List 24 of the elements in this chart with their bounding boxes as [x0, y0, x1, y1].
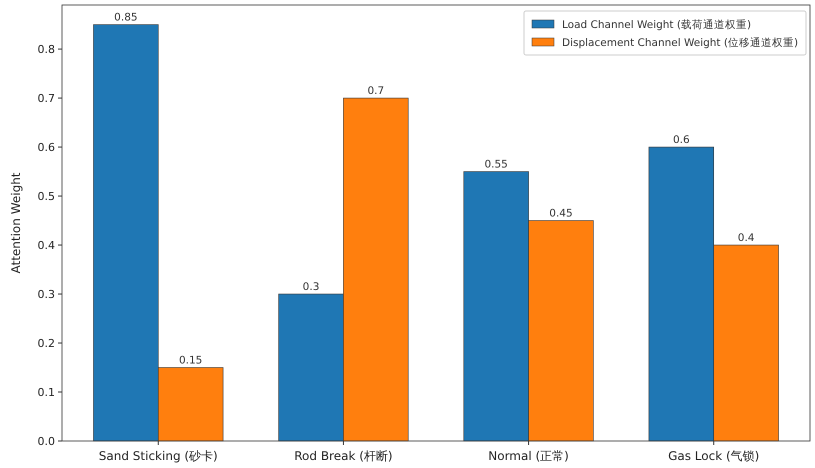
data-label: 0.85	[114, 12, 138, 24]
data-label: 0.15	[178, 354, 202, 367]
data-label: 0.7	[367, 85, 384, 98]
y-axis-title: Attention Weight	[9, 172, 23, 274]
y-tick-label: 0.6	[38, 141, 55, 154]
legend-label: Displacement Channel Weight (位移通道权重)	[562, 36, 798, 49]
x-tick-label: Normal (正常)	[488, 449, 569, 463]
y-tick-label: 0.0	[38, 435, 55, 448]
legend-label: Load Channel Weight (载荷通道权重)	[562, 18, 752, 31]
data-label: 0.55	[484, 158, 508, 171]
data-label: 0.3	[302, 281, 320, 294]
y-tick-label: 0.1	[38, 386, 55, 400]
y-tick-label: 0.4	[38, 239, 55, 252]
data-label: 0.4	[738, 232, 755, 244]
x-tick-label: Gas Lock (气锁)	[668, 449, 760, 463]
y-tick-label: 0.8	[38, 43, 55, 56]
y-tick-label: 0.3	[38, 288, 55, 302]
x-tick-label: Sand Sticking (砂卡)	[98, 449, 218, 463]
y-tick-label: 0.5	[38, 190, 55, 204]
y-tick-label: 0.7	[38, 92, 55, 106]
data-label: 0.45	[549, 208, 573, 220]
data-label: 0.6	[672, 134, 690, 146]
y-tick-label: 0.2	[38, 337, 55, 350]
x-tick-label: Rod Break (杆断)	[294, 449, 393, 463]
